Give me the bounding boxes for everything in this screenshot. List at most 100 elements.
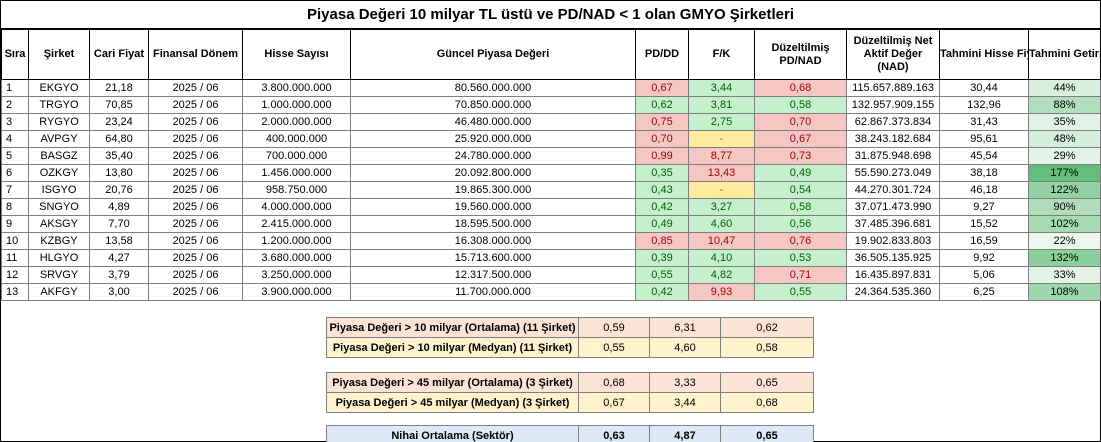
cell-nad[interactable]: 31.875.948.698 [846,147,940,165]
cell-fk[interactable]: 3,44 [688,79,755,97]
cell-sira[interactable]: 3 [1,113,29,131]
cell-pddd[interactable]: 0,43 [635,181,689,199]
cell-hisse[interactable]: 2.000.000.000 [242,113,351,131]
cell-tahmini[interactable]: 15,52 [939,215,1029,233]
cell-nad[interactable]: 24.364.535.360 [846,283,940,301]
cell-fiyat[interactable]: 20,76 [89,181,149,199]
cell-pdnad[interactable]: 0,55 [754,283,847,301]
cell-fk[interactable]: 9,93 [688,283,755,301]
cell-donem[interactable]: 2025 / 06 [148,130,243,148]
header-cari-fiyat[interactable]: Cari Fiyat [89,29,149,80]
cell-sirket[interactable]: ISGYO [28,181,90,199]
cell-hisse[interactable]: 3.900.000.000 [242,283,351,301]
cell-sirket[interactable]: OZKGY [28,164,90,182]
cell-pddd[interactable]: 0,99 [635,147,689,165]
cell-getiri[interactable]: 102% [1028,215,1101,233]
cell-hisse[interactable]: 3.800.000.000 [242,79,351,97]
header-sirket[interactable]: Şirket [28,29,90,80]
cell-pd[interactable]: 46.480.000.000 [350,113,636,131]
cell-pd[interactable]: 15.713.600.000 [350,249,636,267]
summary-pddd[interactable]: 0,55 [578,337,650,358]
cell-pddd[interactable]: 0,85 [635,232,689,250]
cell-nad[interactable]: 16.435.897.831 [846,266,940,284]
cell-getiri[interactable]: 29% [1028,147,1101,165]
cell-fk[interactable]: - [688,181,755,199]
cell-pddd[interactable]: 0,67 [635,79,689,97]
cell-tahmini[interactable]: 9,27 [939,198,1029,216]
cell-pd[interactable]: 80.560.000.000 [350,79,636,97]
header-hisse-sayisi[interactable]: Hisse Sayısı [242,29,351,80]
summary-pdnad[interactable]: 0,62 [720,317,814,338]
cell-pddd[interactable]: 0,49 [635,215,689,233]
summary-fk[interactable]: 4,87 [649,425,721,442]
cell-pddd[interactable]: 0,42 [635,283,689,301]
cell-tahmini[interactable]: 16,59 [939,232,1029,250]
cell-nad[interactable]: 132.957.909.155 [846,96,940,114]
summary-pddd[interactable]: 0,68 [578,372,650,393]
cell-pddd[interactable]: 0,62 [635,96,689,114]
cell-fk[interactable]: 8,77 [688,147,755,165]
cell-pddd[interactable]: 0,55 [635,266,689,284]
cell-sira[interactable]: 13 [1,283,29,301]
cell-donem[interactable]: 2025 / 06 [148,181,243,199]
header-tahmini-getiri[interactable]: Tahmini Getiri (%) [1028,29,1101,80]
cell-donem[interactable]: 2025 / 06 [148,232,243,250]
cell-sira[interactable]: 11 [1,249,29,267]
cell-getiri[interactable]: 132% [1028,249,1101,267]
cell-tahmini[interactable]: 45,54 [939,147,1029,165]
cell-nad[interactable]: 38.243.182.684 [846,130,940,148]
cell-sira[interactable]: 6 [1,164,29,182]
cell-hisse[interactable]: 1.456.000.000 [242,164,351,182]
cell-hisse[interactable]: 3.680.000.000 [242,249,351,267]
cell-fk[interactable]: 4,10 [688,249,755,267]
cell-pd[interactable]: 19.560.000.000 [350,198,636,216]
cell-pd[interactable]: 25.920.000.000 [350,130,636,148]
cell-fk[interactable]: 4,60 [688,215,755,233]
cell-hisse[interactable]: 400.000.000 [242,130,351,148]
cell-pdnad[interactable]: 0,53 [754,249,847,267]
cell-tahmini[interactable]: 6,25 [939,283,1029,301]
cell-nad[interactable]: 19.902.833.803 [846,232,940,250]
cell-donem[interactable]: 2025 / 06 [148,266,243,284]
cell-fiyat[interactable]: 4,27 [89,249,149,267]
cell-fk[interactable]: - [688,130,755,148]
summary-label[interactable]: Piyasa Değeri > 45 milyar (Ortalama) (3 … [326,372,579,393]
cell-sirket[interactable]: EKGYO [28,79,90,97]
cell-fiyat[interactable]: 23,24 [89,113,149,131]
cell-fiyat[interactable]: 3,00 [89,283,149,301]
summary-fk[interactable]: 3,33 [649,372,721,393]
cell-nad[interactable]: 55.590.273.049 [846,164,940,182]
cell-hisse[interactable]: 1.000.000.000 [242,96,351,114]
cell-nad[interactable]: 37.071.473.990 [846,198,940,216]
cell-pddd[interactable]: 0,70 [635,130,689,148]
summary-pddd[interactable]: 0,67 [578,392,650,413]
cell-getiri[interactable]: 35% [1028,113,1101,131]
cell-donem[interactable]: 2025 / 06 [148,164,243,182]
cell-donem[interactable]: 2025 / 06 [148,79,243,97]
summary-pdnad[interactable]: 0,65 [720,372,814,393]
cell-fiyat[interactable]: 7,70 [89,215,149,233]
cell-getiri[interactable]: 33% [1028,266,1101,284]
cell-tahmini[interactable]: 46,18 [939,181,1029,199]
cell-sira[interactable]: 1 [1,79,29,97]
summary-pdnad[interactable]: 0,58 [720,337,814,358]
summary-fk[interactable]: 4,60 [649,337,721,358]
cell-donem[interactable]: 2025 / 06 [148,198,243,216]
cell-pd[interactable]: 12.317.500.000 [350,266,636,284]
cell-getiri[interactable]: 122% [1028,181,1101,199]
cell-hisse[interactable]: 3.250.000.000 [242,266,351,284]
header-finansal-donem[interactable]: Finansal Dönem [148,29,243,80]
cell-fk[interactable]: 10,47 [688,232,755,250]
cell-pd[interactable]: 70.850.000.000 [350,96,636,114]
header-sira[interactable]: Sıra [1,29,29,80]
cell-donem[interactable]: 2025 / 06 [148,113,243,131]
cell-pdnad[interactable]: 0,49 [754,164,847,182]
cell-nad[interactable]: 115.657.889.163 [846,79,940,97]
cell-tahmini[interactable]: 9,92 [939,249,1029,267]
summary-pdnad[interactable]: 0,68 [720,392,814,413]
cell-fiyat[interactable]: 3,79 [89,266,149,284]
cell-fk[interactable]: 13,43 [688,164,755,182]
cell-hisse[interactable]: 700.000.000 [242,147,351,165]
cell-getiri[interactable]: 90% [1028,198,1101,216]
cell-hisse[interactable]: 958.750.000 [242,181,351,199]
